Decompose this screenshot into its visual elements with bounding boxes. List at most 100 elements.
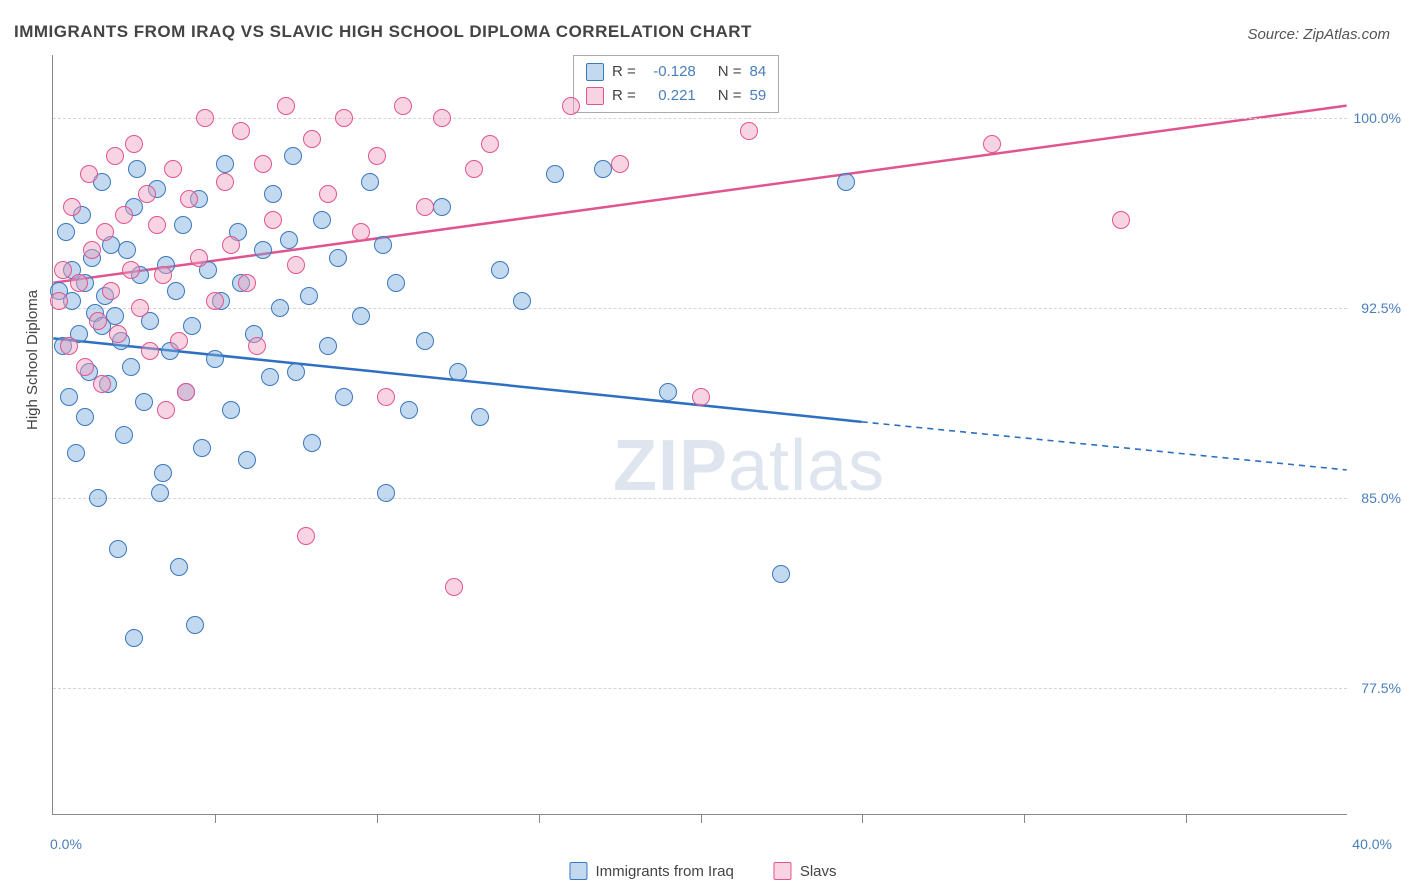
bottom-legend: Immigrants from Iraq Slavs — [569, 862, 836, 880]
iraq-point — [271, 299, 289, 317]
iraq-point — [109, 540, 127, 558]
slavs-point — [122, 261, 140, 279]
legend-n-value: 84 — [750, 60, 767, 84]
iraq-point — [335, 388, 353, 406]
iraq-point — [254, 241, 272, 259]
y-tick-label: 85.0% — [1361, 490, 1401, 506]
bottom-legend-item: Immigrants from Iraq — [569, 862, 733, 880]
slavs-point — [445, 578, 463, 596]
legend-r-value: 0.221 — [644, 84, 696, 108]
iraq-point — [374, 236, 392, 254]
slavs-point — [377, 388, 395, 406]
iraq-point — [106, 307, 124, 325]
correlation-legend: R =-0.128N =84R = 0.221 N = 59 — [573, 55, 779, 113]
source-label: Source: ZipAtlas.com — [1247, 26, 1390, 43]
iraq-point — [491, 261, 509, 279]
slavs-point — [481, 135, 499, 153]
legend-swatch — [569, 862, 587, 880]
iraq-point — [115, 426, 133, 444]
slavs-point — [125, 135, 143, 153]
x-tick — [539, 815, 540, 823]
iraq-point — [300, 287, 318, 305]
iraq-point — [57, 223, 75, 241]
iraq-point — [471, 408, 489, 426]
iraq-point — [125, 629, 143, 647]
iraq-point — [183, 317, 201, 335]
x-tick — [1186, 815, 1187, 823]
slavs-point — [190, 249, 208, 267]
iraq-point — [154, 464, 172, 482]
iraq-point — [174, 216, 192, 234]
slavs-point — [80, 165, 98, 183]
slavs-point — [740, 122, 758, 140]
slavs-point — [216, 173, 234, 191]
legend-swatch — [586, 63, 604, 81]
iraq-point — [400, 401, 418, 419]
iraq-point — [264, 185, 282, 203]
slavs-point — [50, 292, 68, 310]
slavs-point — [131, 299, 149, 317]
slavs-point — [277, 97, 295, 115]
x-axis-min-label: 0.0% — [50, 836, 82, 852]
slavs-point — [141, 342, 159, 360]
iraq-trend-line-dashed — [862, 422, 1347, 470]
iraq-point — [76, 408, 94, 426]
iraq-point — [313, 211, 331, 229]
iraq-point — [222, 401, 240, 419]
slavs-point — [96, 223, 114, 241]
gridline — [53, 308, 1347, 309]
iraq-point — [659, 383, 677, 401]
iraq-point — [449, 363, 467, 381]
slavs-point — [465, 160, 483, 178]
iraq-point — [151, 484, 169, 502]
slavs-point — [562, 97, 580, 115]
slavs-point — [433, 109, 451, 127]
slavs-point — [238, 274, 256, 292]
legend-row: R =-0.128N =84 — [586, 60, 766, 84]
gridline — [53, 688, 1347, 689]
slavs-point — [983, 135, 1001, 153]
iraq-point — [303, 434, 321, 452]
iraq-point — [193, 439, 211, 457]
iraq-point — [361, 173, 379, 191]
slavs-point — [335, 109, 353, 127]
slavs-point — [254, 155, 272, 173]
watermark: ZIPatlas — [613, 425, 885, 507]
slavs-point — [93, 375, 111, 393]
iraq-point — [387, 274, 405, 292]
legend-swatch — [774, 862, 792, 880]
bottom-legend-label: Slavs — [800, 863, 837, 880]
slavs-point — [54, 261, 72, 279]
slavs-point — [368, 147, 386, 165]
legend-row: R = 0.221 N = 59 — [586, 84, 766, 108]
slavs-point — [63, 198, 81, 216]
iraq-point — [837, 173, 855, 191]
iraq-point — [67, 444, 85, 462]
slavs-point — [416, 198, 434, 216]
x-tick — [701, 815, 702, 823]
bottom-legend-label: Immigrants from Iraq — [595, 863, 733, 880]
slavs-point — [352, 223, 370, 241]
slavs-point — [248, 337, 266, 355]
iraq-point — [284, 147, 302, 165]
iraq-point — [128, 160, 146, 178]
slavs-point — [138, 185, 156, 203]
slavs-point — [89, 312, 107, 330]
y-tick-label: 100.0% — [1354, 110, 1401, 126]
chart-area: ZIPatlas R =-0.128N =84R =0.221N =59 77.… — [52, 55, 1347, 815]
legend-n-value: 59 — [750, 84, 767, 108]
iraq-point — [287, 363, 305, 381]
x-tick — [862, 815, 863, 823]
gridline — [53, 498, 1347, 499]
legend-r-label: R = — [612, 84, 636, 108]
iraq-point — [118, 241, 136, 259]
y-tick-label: 92.5% — [1361, 300, 1401, 316]
legend-n-label: N = — [718, 84, 742, 108]
y-axis-label: High School Diploma — [24, 290, 41, 430]
slavs-point — [394, 97, 412, 115]
iraq-point — [238, 451, 256, 469]
slavs-point — [287, 256, 305, 274]
iraq-point — [186, 616, 204, 634]
y-tick-label: 77.5% — [1361, 680, 1401, 696]
iraq-point — [416, 332, 434, 350]
